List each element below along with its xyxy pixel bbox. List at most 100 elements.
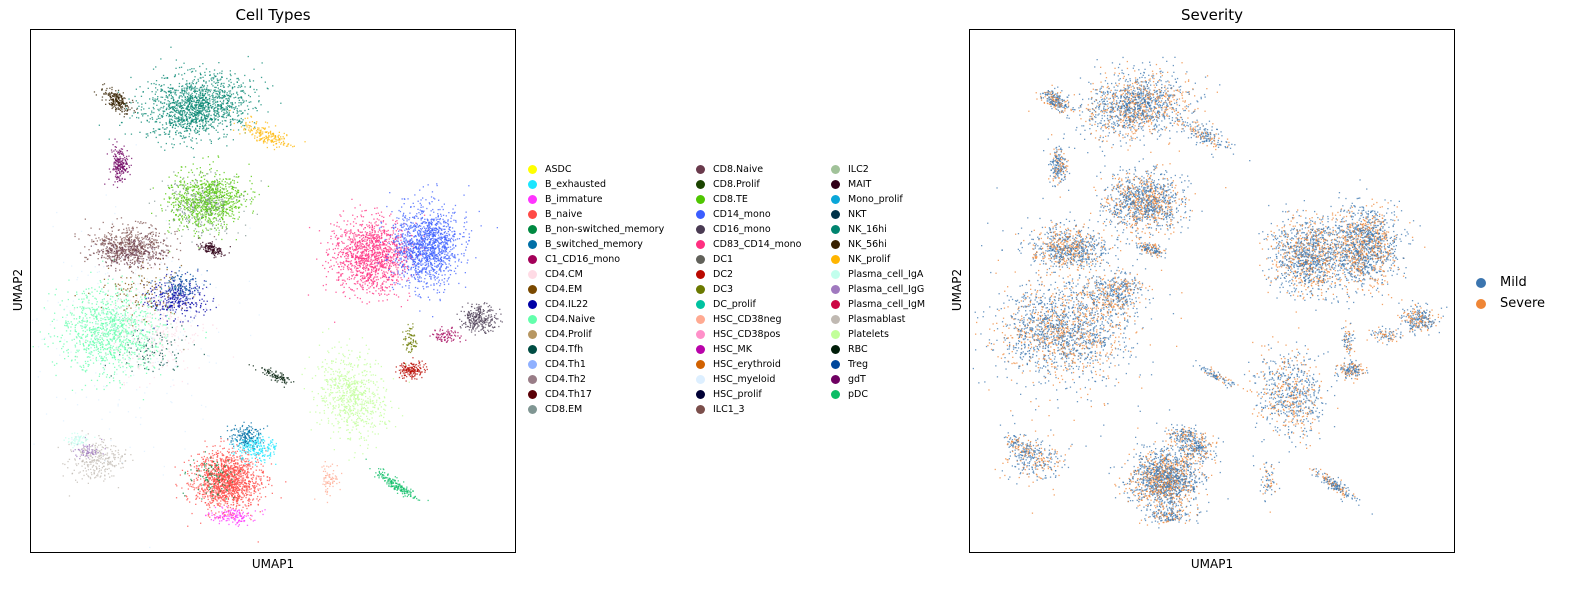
cell-point — [140, 251, 142, 254]
cell-point — [193, 201, 195, 203]
cell-point — [205, 227, 207, 229]
cell-point — [130, 133, 133, 135]
cell-point — [123, 345, 125, 347]
cell-point — [107, 311, 109, 313]
cell-point — [147, 81, 149, 83]
cell-point — [137, 102, 139, 104]
cell-point — [251, 197, 253, 199]
cell-point — [110, 295, 112, 297]
cell-point — [216, 203, 218, 205]
cell-point — [161, 124, 164, 126]
cell-point — [67, 320, 69, 323]
cell-point — [172, 121, 174, 124]
cell-point — [90, 334, 93, 337]
cell-point — [126, 367, 128, 369]
cell-point — [217, 196, 219, 198]
cell-point — [212, 106, 214, 108]
cell-point — [149, 350, 151, 352]
cell-point — [239, 110, 241, 112]
cell-point — [168, 108, 170, 110]
cell-point — [162, 249, 164, 252]
cell-point — [180, 207, 182, 210]
cell-point — [158, 235, 160, 237]
cell-point — [191, 194, 194, 196]
cell-point — [175, 67, 177, 69]
cell-point — [105, 293, 107, 295]
cell-point — [208, 102, 210, 104]
cell-point — [225, 106, 227, 108]
cell-point — [105, 330, 107, 332]
cell-point — [215, 207, 217, 209]
cell-point — [213, 209, 215, 211]
cell-point — [168, 114, 170, 116]
cell-point — [163, 131, 166, 133]
cell-point — [111, 107, 113, 110]
cell-point — [195, 138, 197, 140]
cell-point — [256, 136, 258, 138]
cell-point — [118, 258, 120, 260]
cell-point — [76, 291, 78, 293]
cell-point — [215, 210, 217, 212]
cell-point — [212, 85, 214, 87]
cell-point — [177, 109, 179, 111]
cell-point — [141, 245, 144, 247]
cell-point — [86, 335, 88, 337]
cell-point — [204, 93, 206, 95]
cell-point — [144, 336, 146, 338]
cell-point — [212, 126, 214, 128]
cell-point — [221, 95, 223, 97]
cell-point — [79, 365, 81, 367]
cell-point — [187, 228, 189, 231]
cell-point — [90, 310, 92, 312]
cell-point — [139, 257, 141, 260]
cell-point — [186, 192, 188, 195]
cell-point — [120, 173, 122, 175]
cell-point — [115, 323, 117, 325]
cell-point — [199, 200, 201, 202]
cell-point — [118, 318, 120, 321]
cell-point — [127, 332, 130, 334]
cell-point — [155, 136, 157, 139]
cell-point — [116, 319, 118, 321]
cell-point — [219, 108, 221, 110]
cell-point — [120, 343, 122, 345]
cell-point — [180, 203, 182, 205]
cell-point — [177, 186, 179, 188]
cell-point — [118, 93, 120, 95]
cell-point — [244, 200, 247, 202]
cell-point — [96, 308, 98, 310]
cell-point — [140, 266, 142, 268]
cell-point — [195, 96, 197, 99]
cell-point — [204, 246, 206, 248]
cell-point — [120, 313, 122, 315]
cell-point — [277, 135, 279, 137]
cell-point — [211, 246, 213, 248]
cell-point — [212, 91, 215, 94]
cell-point — [180, 95, 182, 97]
cell-point — [183, 100, 185, 102]
cell-point — [221, 191, 223, 193]
cell-point — [188, 127, 190, 129]
cell-point — [178, 258, 180, 261]
cell-point — [130, 365, 132, 367]
cell-point — [183, 184, 185, 186]
cell-point — [93, 342, 95, 345]
cell-point — [168, 131, 171, 133]
cell-point — [210, 184, 213, 186]
cell-point — [119, 359, 121, 361]
cell-point — [228, 198, 230, 200]
cell-point — [121, 344, 123, 346]
cell-point — [173, 171, 175, 173]
cell-point — [186, 145, 188, 148]
cell-point — [165, 108, 167, 111]
cell-point — [218, 92, 221, 94]
cell-point — [235, 192, 238, 194]
cell-point — [150, 300, 152, 302]
cell-point — [122, 167, 124, 169]
cell-point — [195, 207, 197, 209]
cell-point — [194, 91, 196, 94]
cell-point — [202, 86, 205, 88]
cell-point — [150, 242, 152, 244]
cell-point — [210, 248, 212, 251]
cell-point — [205, 81, 207, 83]
